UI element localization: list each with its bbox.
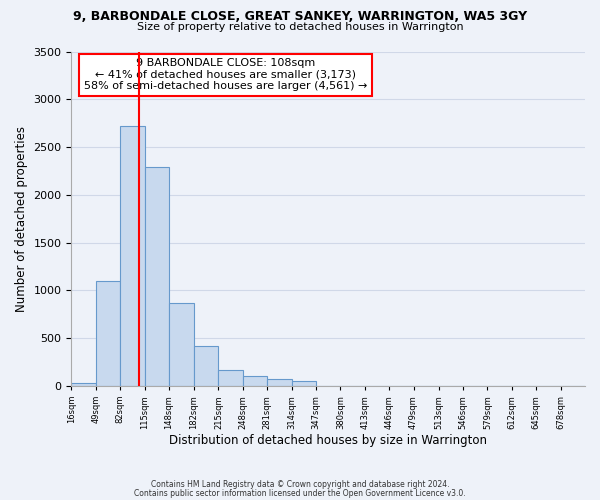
- X-axis label: Distribution of detached houses by size in Warrington: Distribution of detached houses by size …: [169, 434, 487, 448]
- Text: Size of property relative to detached houses in Warrington: Size of property relative to detached ho…: [137, 22, 463, 32]
- Bar: [292, 381, 316, 386]
- Bar: [145, 167, 169, 386]
- Bar: [267, 379, 292, 386]
- Bar: [218, 370, 243, 386]
- Bar: [96, 281, 120, 386]
- Bar: [71, 383, 96, 386]
- Y-axis label: Number of detached properties: Number of detached properties: [15, 126, 28, 312]
- Bar: [169, 303, 194, 386]
- Bar: [120, 126, 145, 386]
- Bar: [194, 346, 218, 386]
- Text: 9, BARBONDALE CLOSE, GREAT SANKEY, WARRINGTON, WA5 3GY: 9, BARBONDALE CLOSE, GREAT SANKEY, WARRI…: [73, 10, 527, 23]
- Text: Contains HM Land Registry data © Crown copyright and database right 2024.: Contains HM Land Registry data © Crown c…: [151, 480, 449, 489]
- Text: 9 BARBONDALE CLOSE: 108sqm
← 41% of detached houses are smaller (3,173)
58% of s: 9 BARBONDALE CLOSE: 108sqm ← 41% of deta…: [84, 58, 367, 92]
- Bar: [243, 376, 267, 386]
- Text: Contains public sector information licensed under the Open Government Licence v3: Contains public sector information licen…: [134, 488, 466, 498]
